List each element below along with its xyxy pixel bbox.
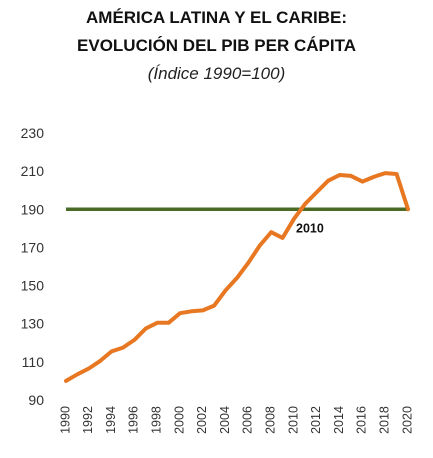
data-point <box>292 217 296 221</box>
x-tick-label: 2018 <box>377 406 391 434</box>
y-tick-label: 130 <box>21 316 45 332</box>
x-tick-label: 1998 <box>149 406 163 434</box>
x-tick-label: 2002 <box>195 406 209 434</box>
data-point <box>246 261 250 265</box>
x-tick-label: 2008 <box>263 406 277 434</box>
y-tick-label: 170 <box>21 239 45 255</box>
data-point <box>64 379 68 383</box>
x-tick-label: 1996 <box>127 406 141 434</box>
x-tick-label: 1992 <box>81 406 95 434</box>
data-point <box>189 309 193 313</box>
y-tick-label: 230 <box>21 125 45 141</box>
data-point <box>155 321 159 325</box>
data-point <box>326 179 330 183</box>
x-tick-label: 2004 <box>218 406 232 434</box>
data-point <box>201 308 205 312</box>
y-tick-label: 210 <box>21 163 45 179</box>
annotation-label: 2010 <box>296 221 324 235</box>
data-point <box>212 303 216 308</box>
x-tick-label: 2020 <box>400 406 414 434</box>
data-point <box>87 366 91 371</box>
data-point <box>303 201 307 206</box>
data-point <box>167 321 171 325</box>
data-point <box>406 207 410 211</box>
data-point <box>372 175 376 179</box>
x-tick-label: 1990 <box>58 406 72 434</box>
data-point <box>338 173 342 177</box>
data-point <box>360 180 364 184</box>
data-point <box>132 338 136 342</box>
data-point <box>224 288 228 292</box>
x-tick-label: 2010 <box>286 406 300 434</box>
chart-title-line2: EVOLUCIÓN DEL PIB PER CÁPITA <box>77 36 356 55</box>
data-point <box>110 349 114 353</box>
data-point <box>98 359 102 363</box>
x-tick-label: 2012 <box>309 406 323 434</box>
x-tick-label: 2016 <box>355 406 369 434</box>
y-tick-label: 110 <box>22 354 45 370</box>
data-point <box>349 174 353 178</box>
x-tick-label: 2006 <box>241 406 255 434</box>
data-point <box>269 230 273 234</box>
y-tick-label: 90 <box>28 392 44 408</box>
data-point <box>395 172 399 176</box>
data-point <box>383 171 387 175</box>
y-tick-label: 190 <box>21 201 45 217</box>
data-point <box>235 276 239 280</box>
data-point <box>258 243 262 248</box>
data-point <box>281 236 285 240</box>
x-tick-label: 1994 <box>104 406 118 434</box>
data-point <box>178 311 182 315</box>
y-tick-label: 150 <box>21 278 45 294</box>
x-tick-label: 2014 <box>332 406 346 434</box>
data-point <box>315 190 319 194</box>
data-point <box>75 372 79 376</box>
chart-subtitle: (Índice 1990=100) <box>147 64 286 83</box>
x-tick-label: 2000 <box>172 406 186 434</box>
data-point <box>144 326 148 331</box>
chart-title-line1: AMÉRICA LATINA Y EL CARIBE: <box>86 8 347 27</box>
data-point <box>121 345 125 350</box>
